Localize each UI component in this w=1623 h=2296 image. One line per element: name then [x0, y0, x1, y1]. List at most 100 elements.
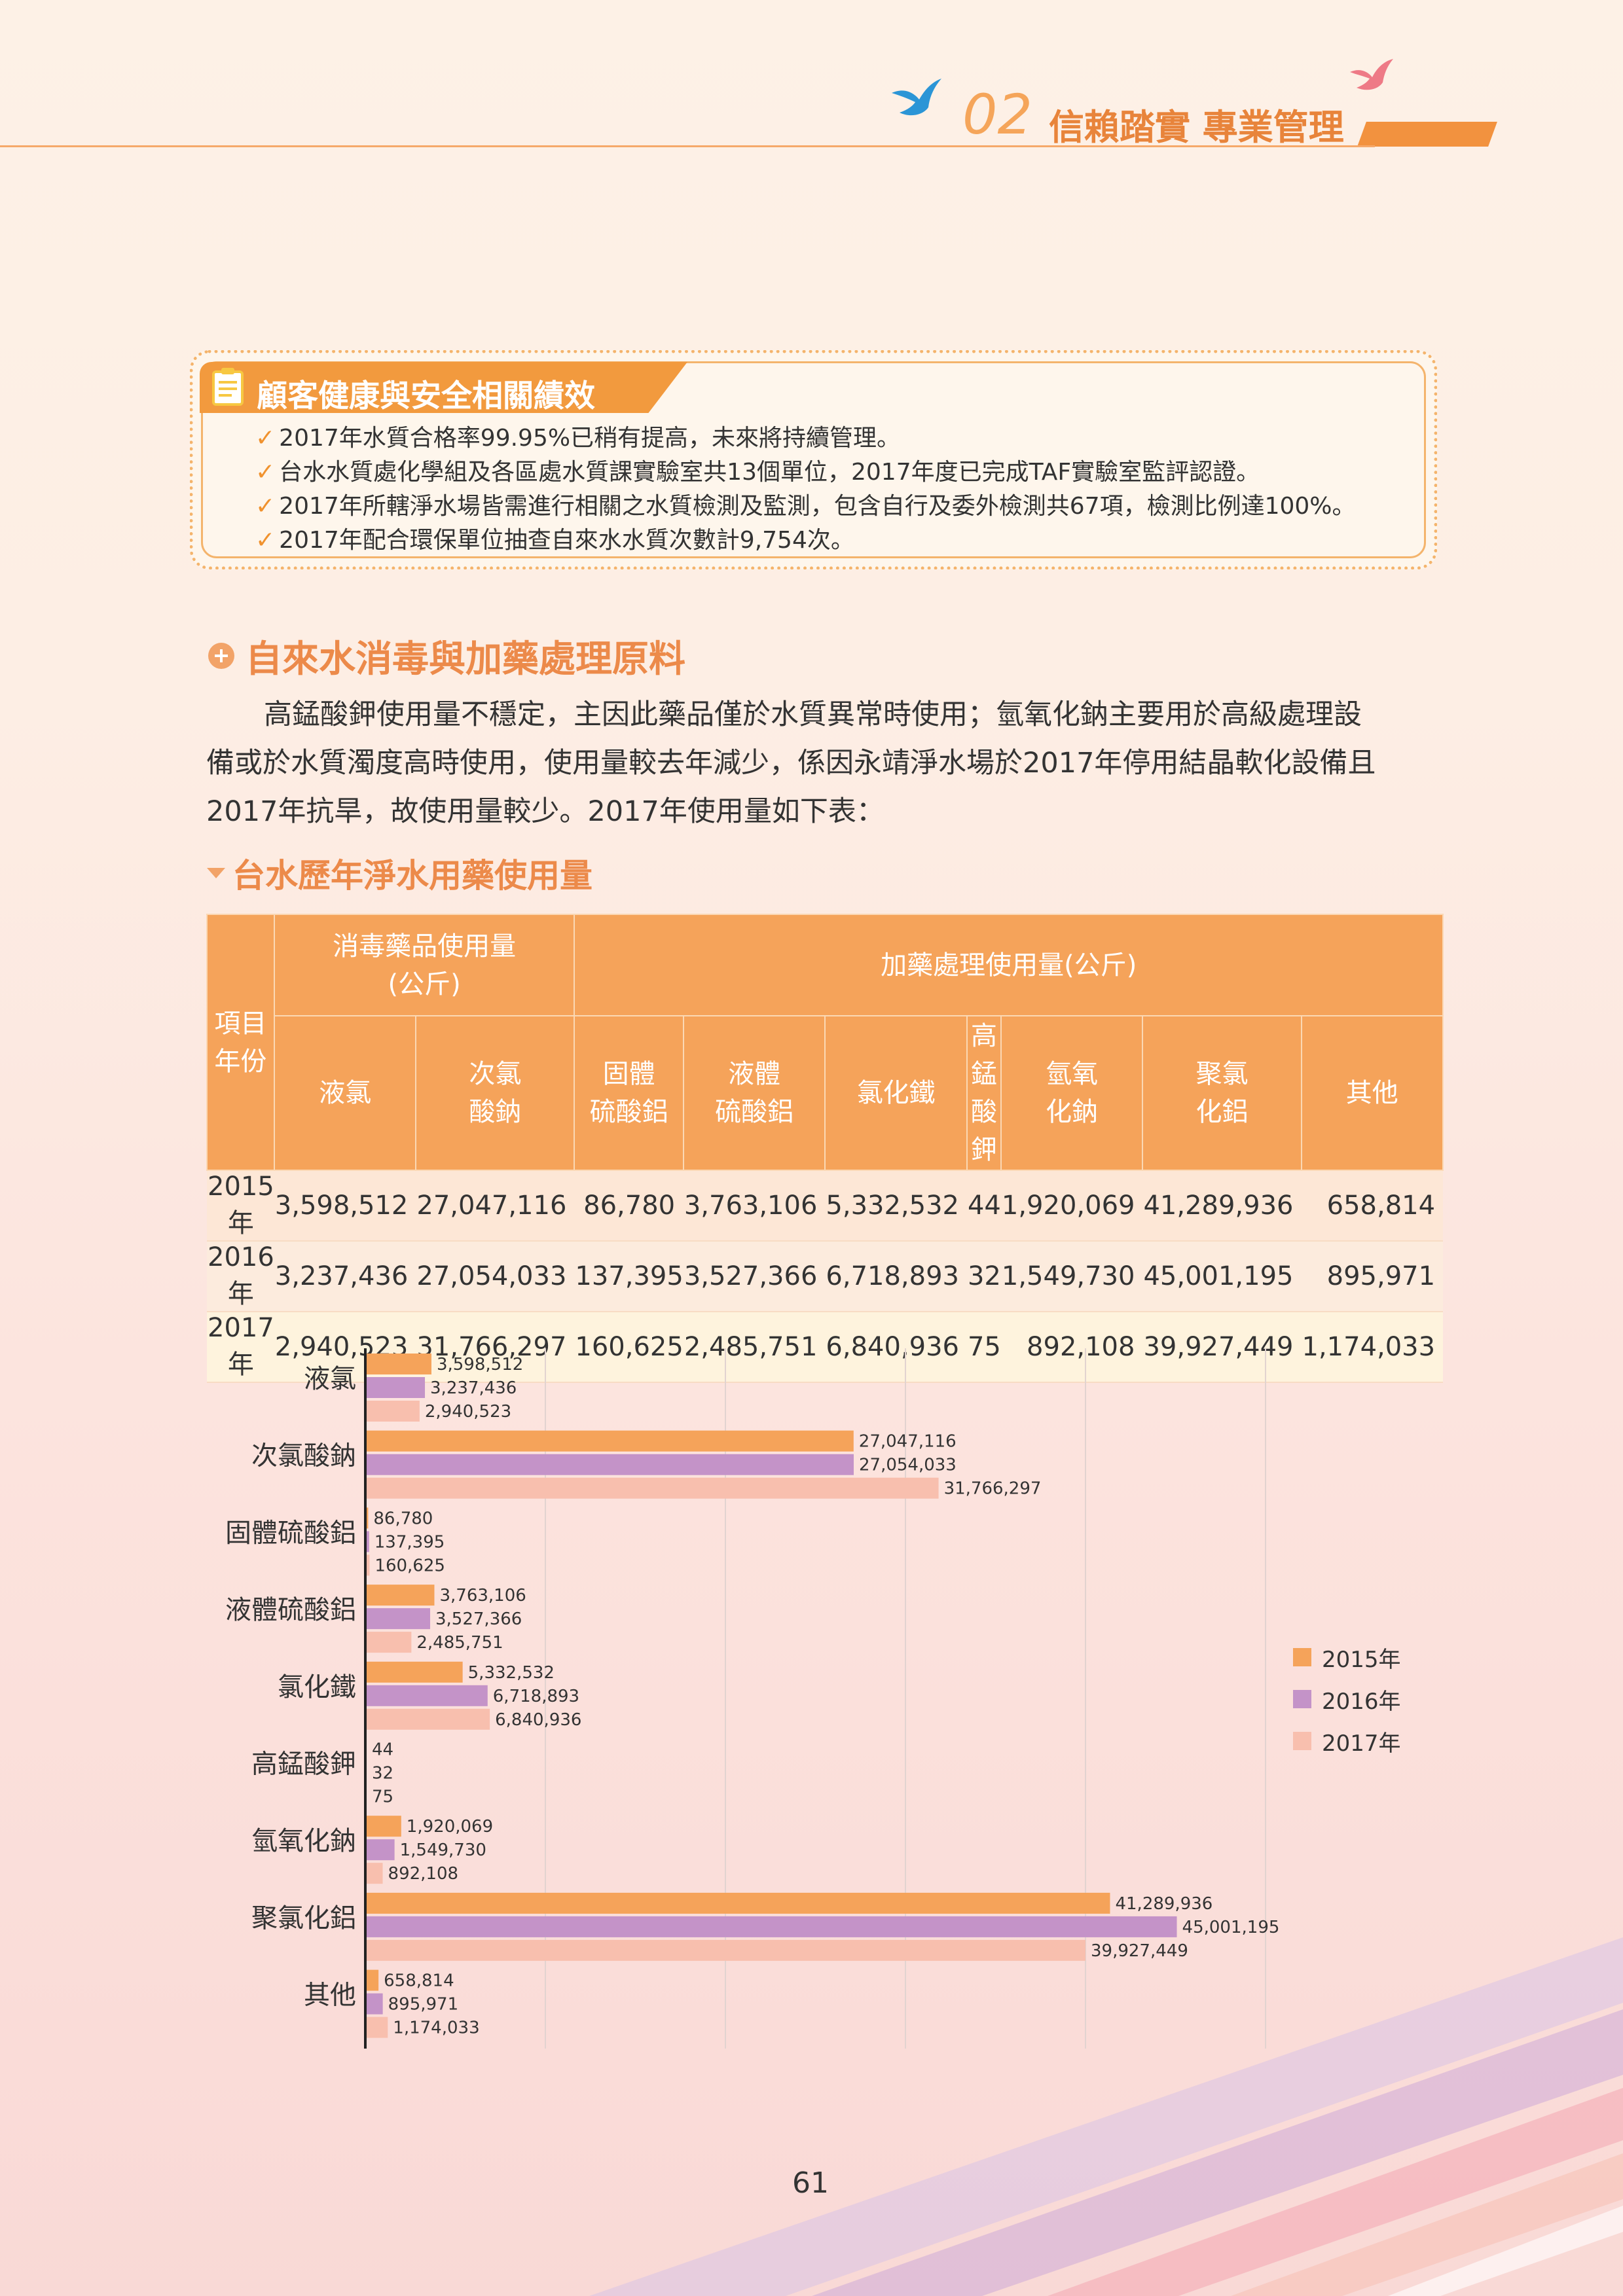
performance-item: ✓ 台水水質處化學組及各區處水質課實驗室共13個單位，2017年度已完成TAF實驗… [255, 459, 1260, 486]
data-label: 6,718,893 [493, 1687, 579, 1706]
category-label: 高錳酸鉀 [251, 1749, 356, 1780]
bar [367, 1507, 369, 1529]
paragraph-line: 高錳酸鉀使用量不穩定，主因此藥品僅於水質異常時使用；氫氧化鈉主要用於高級處理設 [264, 698, 1362, 731]
bar [367, 1969, 379, 1991]
bar [367, 1916, 1177, 1937]
data-label: 44 [372, 1740, 393, 1760]
column-header: 液氯 [273, 1015, 417, 1171]
bar [367, 2017, 388, 2038]
pink-bird-icon [1350, 59, 1393, 90]
category-label: 聚氯化鋁 [251, 1903, 356, 1933]
plus-circle-icon [208, 643, 234, 669]
bar [367, 1554, 370, 1576]
check-icon: ✓ [255, 493, 276, 520]
check-icon: ✓ [255, 527, 276, 554]
data-label: 1,549,730 [400, 1840, 486, 1860]
section-title: 自來水消毒與加藥處理原料 [246, 638, 685, 681]
data-label: 27,054,033 [859, 1456, 957, 1475]
data-label: 3,598,512 [437, 1355, 523, 1374]
performance-item: ✓ 2017年水質合格率99.95%已稍有提高，未來將持續管理。 [255, 425, 901, 452]
category-label: 固體硫酸鋁 [225, 1518, 356, 1548]
table-row: 2016年 3,237,436 27,054,033 137,395 3,527… [207, 1241, 1444, 1312]
bar [367, 1993, 383, 2015]
legend-swatch [1293, 1732, 1311, 1750]
bar [367, 1632, 412, 1653]
column-header: 固體 硫酸鋁 [574, 1015, 684, 1171]
performance-item: ✓ 2017年配合環保單位抽查自來水水質次數計9,754次。 [255, 527, 854, 554]
column-header: 高錳 酸鉀 [966, 1015, 1002, 1171]
category-label: 氫氧化鈉 [251, 1826, 356, 1856]
performance-item: ✓ 2017年所轄淨水場皆需進行相關之水質檢測及監測，包含自行及委外檢測共67項，… [255, 493, 1356, 520]
usage-bar-chart: 液氯 3,598,512 3,237,436 2,940,523 次氯酸鈉 27,047,… [225, 1348, 1280, 2049]
bar [367, 1430, 854, 1452]
data-label: 1,174,033 [393, 2018, 479, 2038]
performance-title-tab [200, 362, 687, 413]
data-label: 32 [372, 1764, 393, 1784]
bar [367, 1401, 420, 1422]
chart-legend: 2015年 2016年 2017年 [1293, 1636, 1401, 1762]
data-label: 658,814 [384, 1971, 454, 1991]
bar [367, 1377, 426, 1398]
triangle-down-icon [207, 868, 225, 878]
data-label: 2,940,523 [425, 1402, 511, 1422]
chapter-number: 02 [962, 82, 1032, 147]
data-label: 27,047,116 [859, 1432, 957, 1452]
paragraph-line: 備或於水質濁度高時使用，使用量較去年減少，係因永靖淨水場於2017年停用結晶軟化… [206, 747, 1376, 780]
column-header: 氫氧 化鈉 [1000, 1015, 1144, 1171]
data-label: 892,108 [388, 1864, 459, 1884]
bar [367, 1939, 1086, 1961]
data-label: 6,840,936 [495, 1710, 581, 1730]
clipboard-icon [212, 368, 244, 406]
legend-swatch [1293, 1648, 1311, 1666]
category-label: 次氯酸鈉 [251, 1441, 356, 1471]
column-header: 次氯 酸鈉 [415, 1015, 575, 1171]
usage-table: 項目 年份 消毒藥品使用量 (公斤) 加藥處理使用量(公斤) 液氯 次氯 酸鈉 固體硫… [206, 914, 1444, 1383]
data-label: 31,766,297 [944, 1479, 1042, 1499]
bar [367, 1816, 401, 1837]
corner-header: 項目 年份 [206, 914, 275, 1171]
bar [367, 1531, 369, 1552]
legend-item-2016: 2016年 [1293, 1678, 1401, 1720]
bar [367, 1454, 854, 1475]
check-icon: ✓ [255, 459, 276, 486]
bar [367, 1354, 431, 1374]
page-number: 61 [792, 2166, 829, 2200]
legend-swatch [1293, 1690, 1311, 1708]
legend-item-2017: 2017年 [1293, 1720, 1401, 1762]
data-label: 86,780 [373, 1509, 433, 1528]
table-row: 2017年 2,940,523 31,766,297 160,625 2,485… [207, 1312, 1444, 1383]
data-label: 3,527,366 [435, 1609, 522, 1629]
chapter-title: 信賴踏實 專業管理 [1049, 107, 1344, 148]
performance-title: 顧客健康與安全相關績效 [257, 378, 595, 414]
paragraph-line: 2017年抗旱，故使用量較少。2017年使用量如下表： [206, 795, 884, 828]
column-header: 氯化鐵 [824, 1015, 968, 1171]
category-label: 其他 [304, 1981, 356, 2011]
table-title: 台水歷年淨水用藥使用量 [232, 857, 593, 895]
bar [367, 1608, 431, 1630]
column-header: 聚氯 化鋁 [1142, 1015, 1302, 1171]
data-label: 137,395 [374, 1532, 445, 1552]
bar [367, 1585, 435, 1606]
legend-item-2015: 2015年 [1293, 1636, 1401, 1678]
data-label: 41,289,936 [1115, 1894, 1213, 1914]
category-label: 液體硫酸鋁 [225, 1595, 356, 1625]
bar [367, 1839, 395, 1861]
treatment-group-header: 加藥處理使用量(公斤) [574, 914, 1444, 1016]
data-label: 45,001,195 [1182, 1918, 1280, 1937]
bar [367, 1685, 488, 1706]
bar [367, 1708, 490, 1730]
check-icon: ✓ [255, 425, 276, 452]
header-divider [0, 145, 1375, 147]
blue-bird-icon [892, 79, 941, 116]
column-header: 液體 硫酸鋁 [682, 1015, 826, 1171]
bar [367, 1892, 1110, 1914]
data-label: 895,971 [388, 1995, 459, 2015]
table-row: 2015年 3,598,512 27,047,116 86,780 3,763,… [207, 1170, 1444, 1242]
data-label: 75 [372, 1787, 393, 1807]
bar [367, 1477, 939, 1499]
category-label: 氯化鐵 [278, 1672, 356, 1702]
disinfectant-group-header: 消毒藥品使用量 (公斤) [273, 914, 575, 1016]
data-label: 39,927,449 [1091, 1941, 1188, 1961]
column-header: 其他 [1300, 1015, 1444, 1171]
bar [367, 1863, 383, 1884]
